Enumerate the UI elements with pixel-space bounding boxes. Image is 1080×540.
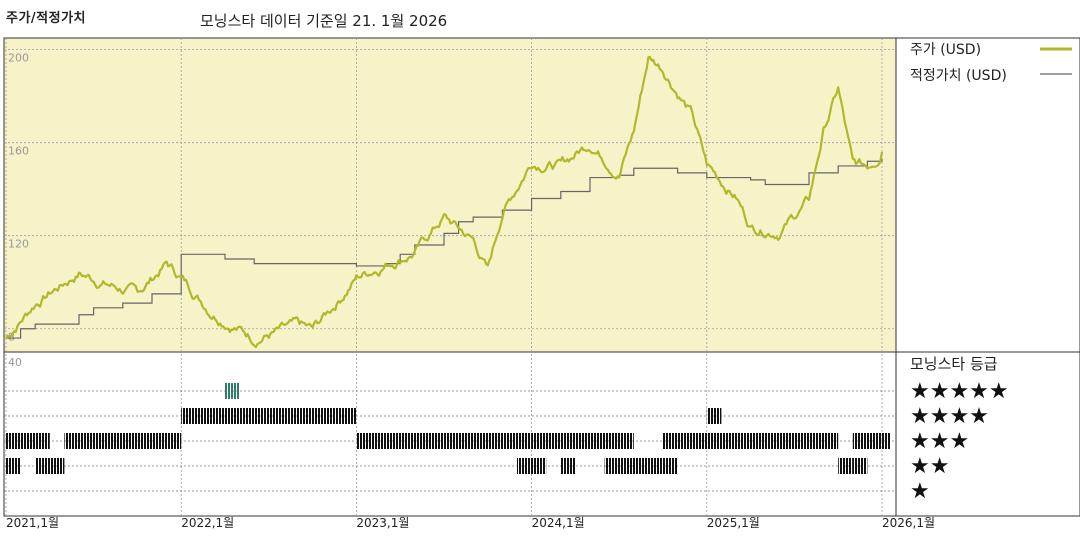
chart-frame xyxy=(3,37,1080,517)
rating-segment-2-stars xyxy=(604,458,678,474)
rating-segment-3-stars xyxy=(852,433,890,449)
y-tick-label: 160 xyxy=(8,145,29,158)
x-tick-label: 2023,1월 xyxy=(356,516,409,530)
y-tick-label: 8 xyxy=(8,331,15,344)
y-tick-label: 120 xyxy=(8,238,29,251)
x-tick-label: 2025,1월 xyxy=(707,516,760,530)
rating-segment-3-stars xyxy=(356,433,532,449)
rating-segment-5-stars xyxy=(225,383,240,399)
legend-fair-value-label: 적정가치 (USD) xyxy=(910,68,1007,84)
x-tick-label: 2024,1월 xyxy=(532,516,585,530)
price-plot-area xyxy=(4,38,896,352)
rating-segment-3-stars xyxy=(809,433,839,449)
rating-segment-3-stars xyxy=(575,433,634,449)
rating-segment-2-stars xyxy=(838,458,853,474)
rating-segment-3-stars xyxy=(663,433,736,449)
x-tick-label: 2026,1월 xyxy=(882,516,935,530)
rating-label-5-stars: ★★★★★ xyxy=(910,379,1009,404)
rating-title: 모닝스타 등급 xyxy=(910,355,998,373)
rating-segment-3-stars xyxy=(736,433,809,449)
rating-segment-4-stars xyxy=(181,408,240,424)
x-tick-label: 2022,1월 xyxy=(181,516,234,530)
rating-top-tick-label: 40 xyxy=(8,356,22,369)
rating-segment-2-stars xyxy=(852,458,868,474)
y-tick-label: 200 xyxy=(8,52,29,65)
rating-segment-2-stars xyxy=(560,458,576,474)
rating-segment-2-stars xyxy=(6,458,21,474)
legend-price-label: 주가 (USD) xyxy=(910,42,981,58)
rating-label-1-star: ★ xyxy=(910,479,930,504)
price-series-line xyxy=(5,55,884,349)
rating-segment-2-stars xyxy=(35,458,65,474)
rating-segment-2-stars xyxy=(517,458,547,474)
rating-segment-3-stars xyxy=(6,433,50,449)
chart-left-title: 주가/적정가치 xyxy=(6,11,87,26)
rating-segment-3-stars xyxy=(64,433,182,449)
chart-main-title: 모닝스타 데이터 기준일 21. 1월 2026 xyxy=(200,12,448,30)
rating-segment-3-stars xyxy=(531,433,576,449)
x-tick-label: 2021,1월 xyxy=(6,516,59,530)
rating-label-3-stars: ★★★ xyxy=(910,429,969,454)
rating-segment-4-stars xyxy=(706,408,722,424)
rating-label-2-stars: ★★ xyxy=(910,454,949,479)
rating-segment-4-stars xyxy=(239,408,357,424)
rating-label-4-stars: ★★★★ xyxy=(910,404,989,429)
